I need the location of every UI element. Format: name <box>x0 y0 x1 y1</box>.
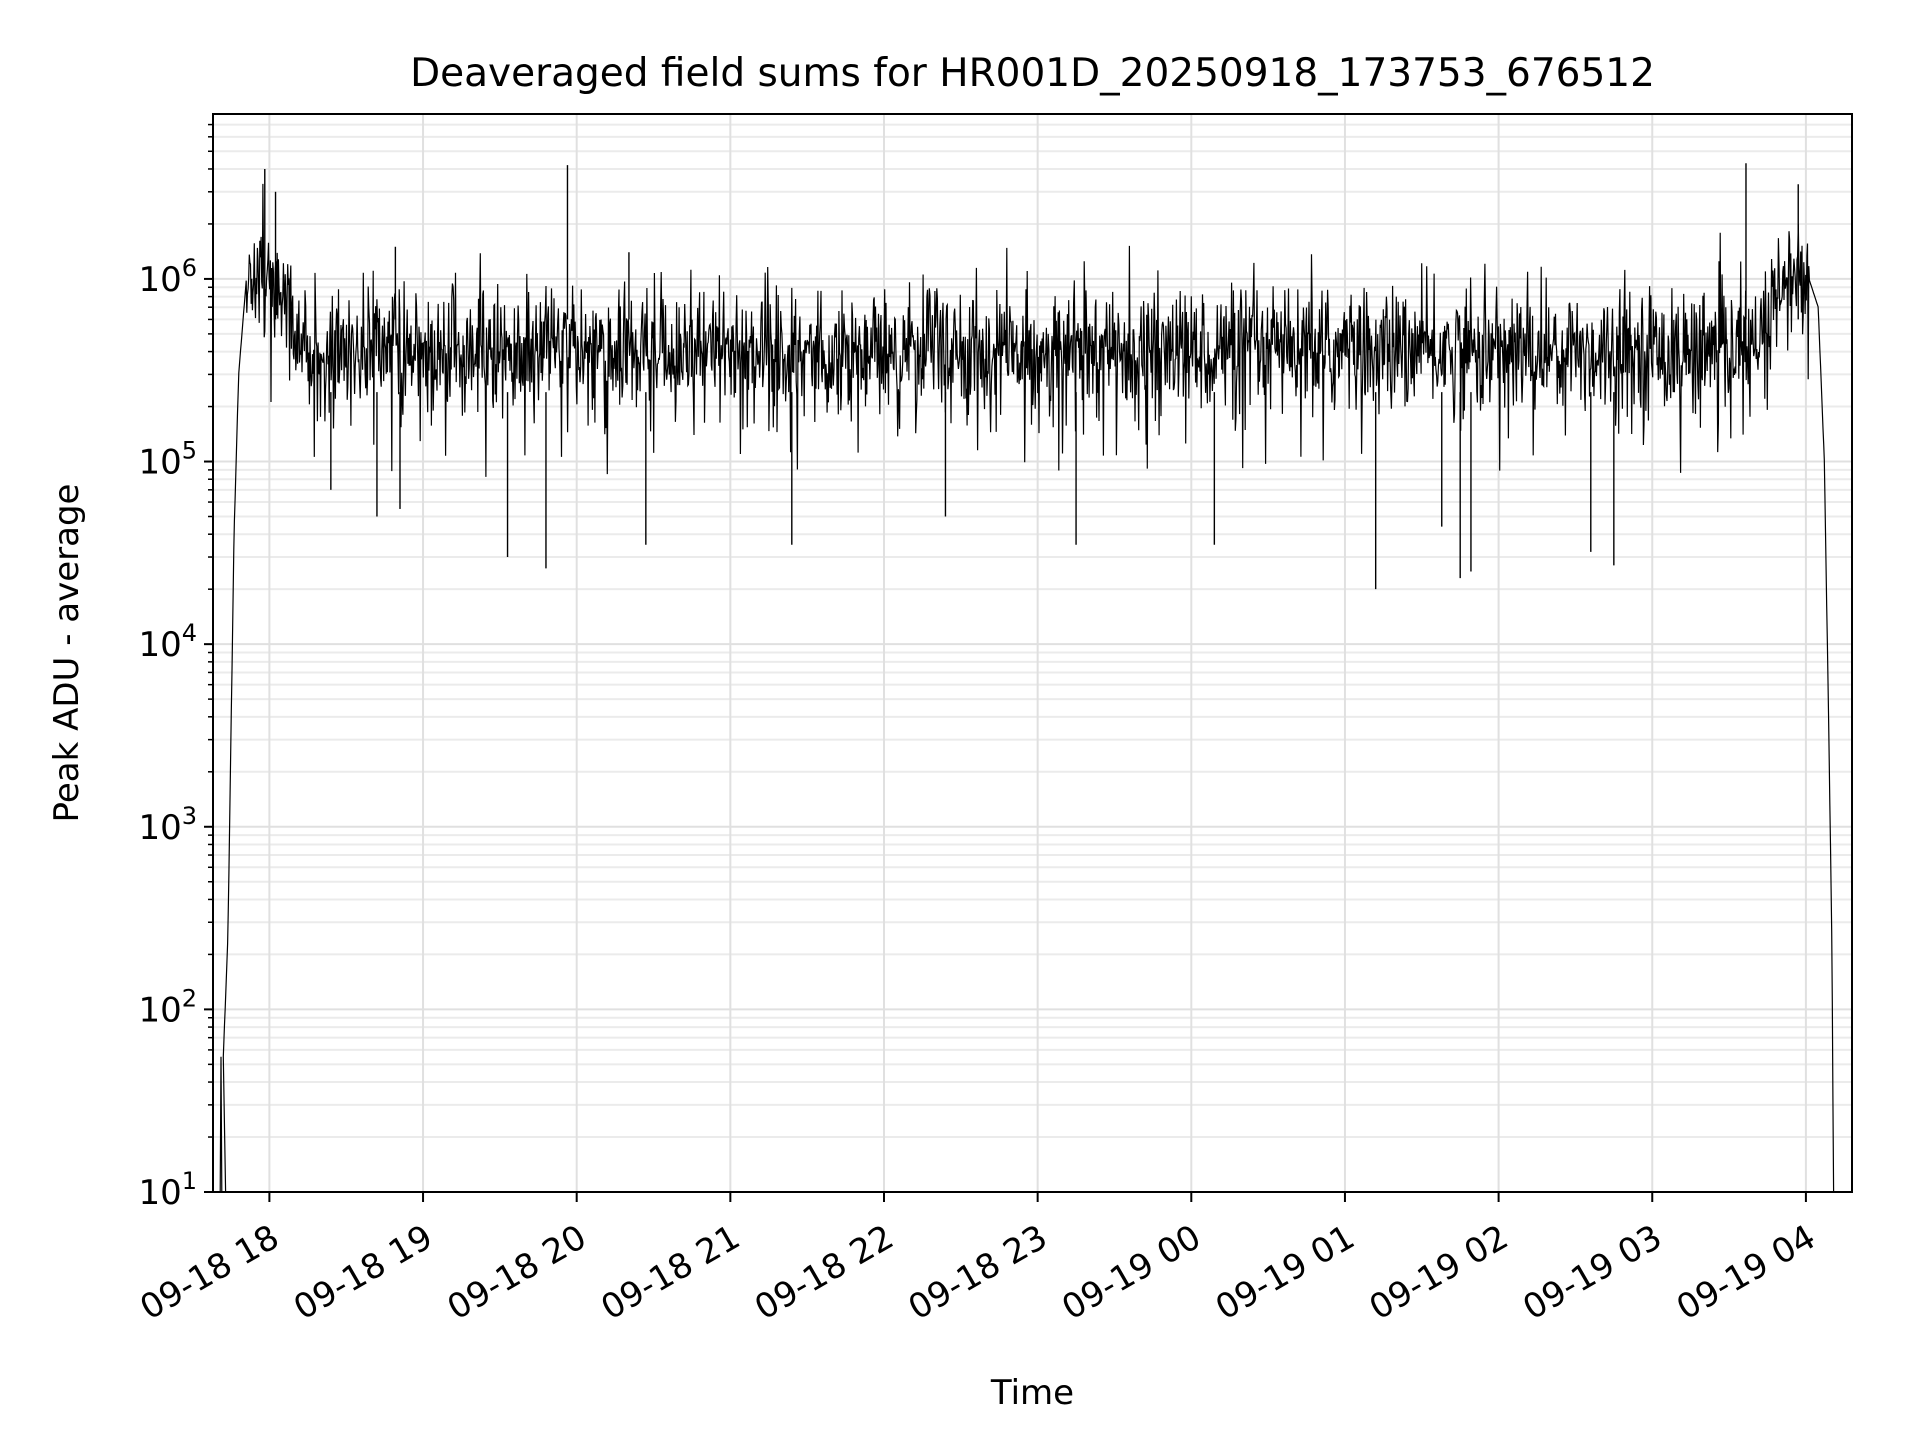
y-tick-label: 101 <box>138 1167 197 1213</box>
y-tick-label: 103 <box>138 802 197 848</box>
y-tick-label: 106 <box>138 254 197 300</box>
y-tick-label: 102 <box>138 984 197 1030</box>
y-axis-label: Peak ADU - average <box>47 484 87 823</box>
chart-title: Deaveraged field sums for HR001D_2025091… <box>410 51 1655 96</box>
series-line <box>212 183 1849 1193</box>
series-group <box>212 163 1849 1193</box>
y-axis: 101 102 103 104 105 106 <box>138 123 213 1213</box>
x-axis-label: Time <box>990 1373 1074 1413</box>
y-tick-label: 105 <box>138 437 197 483</box>
y-tick-label: 104 <box>138 619 197 665</box>
